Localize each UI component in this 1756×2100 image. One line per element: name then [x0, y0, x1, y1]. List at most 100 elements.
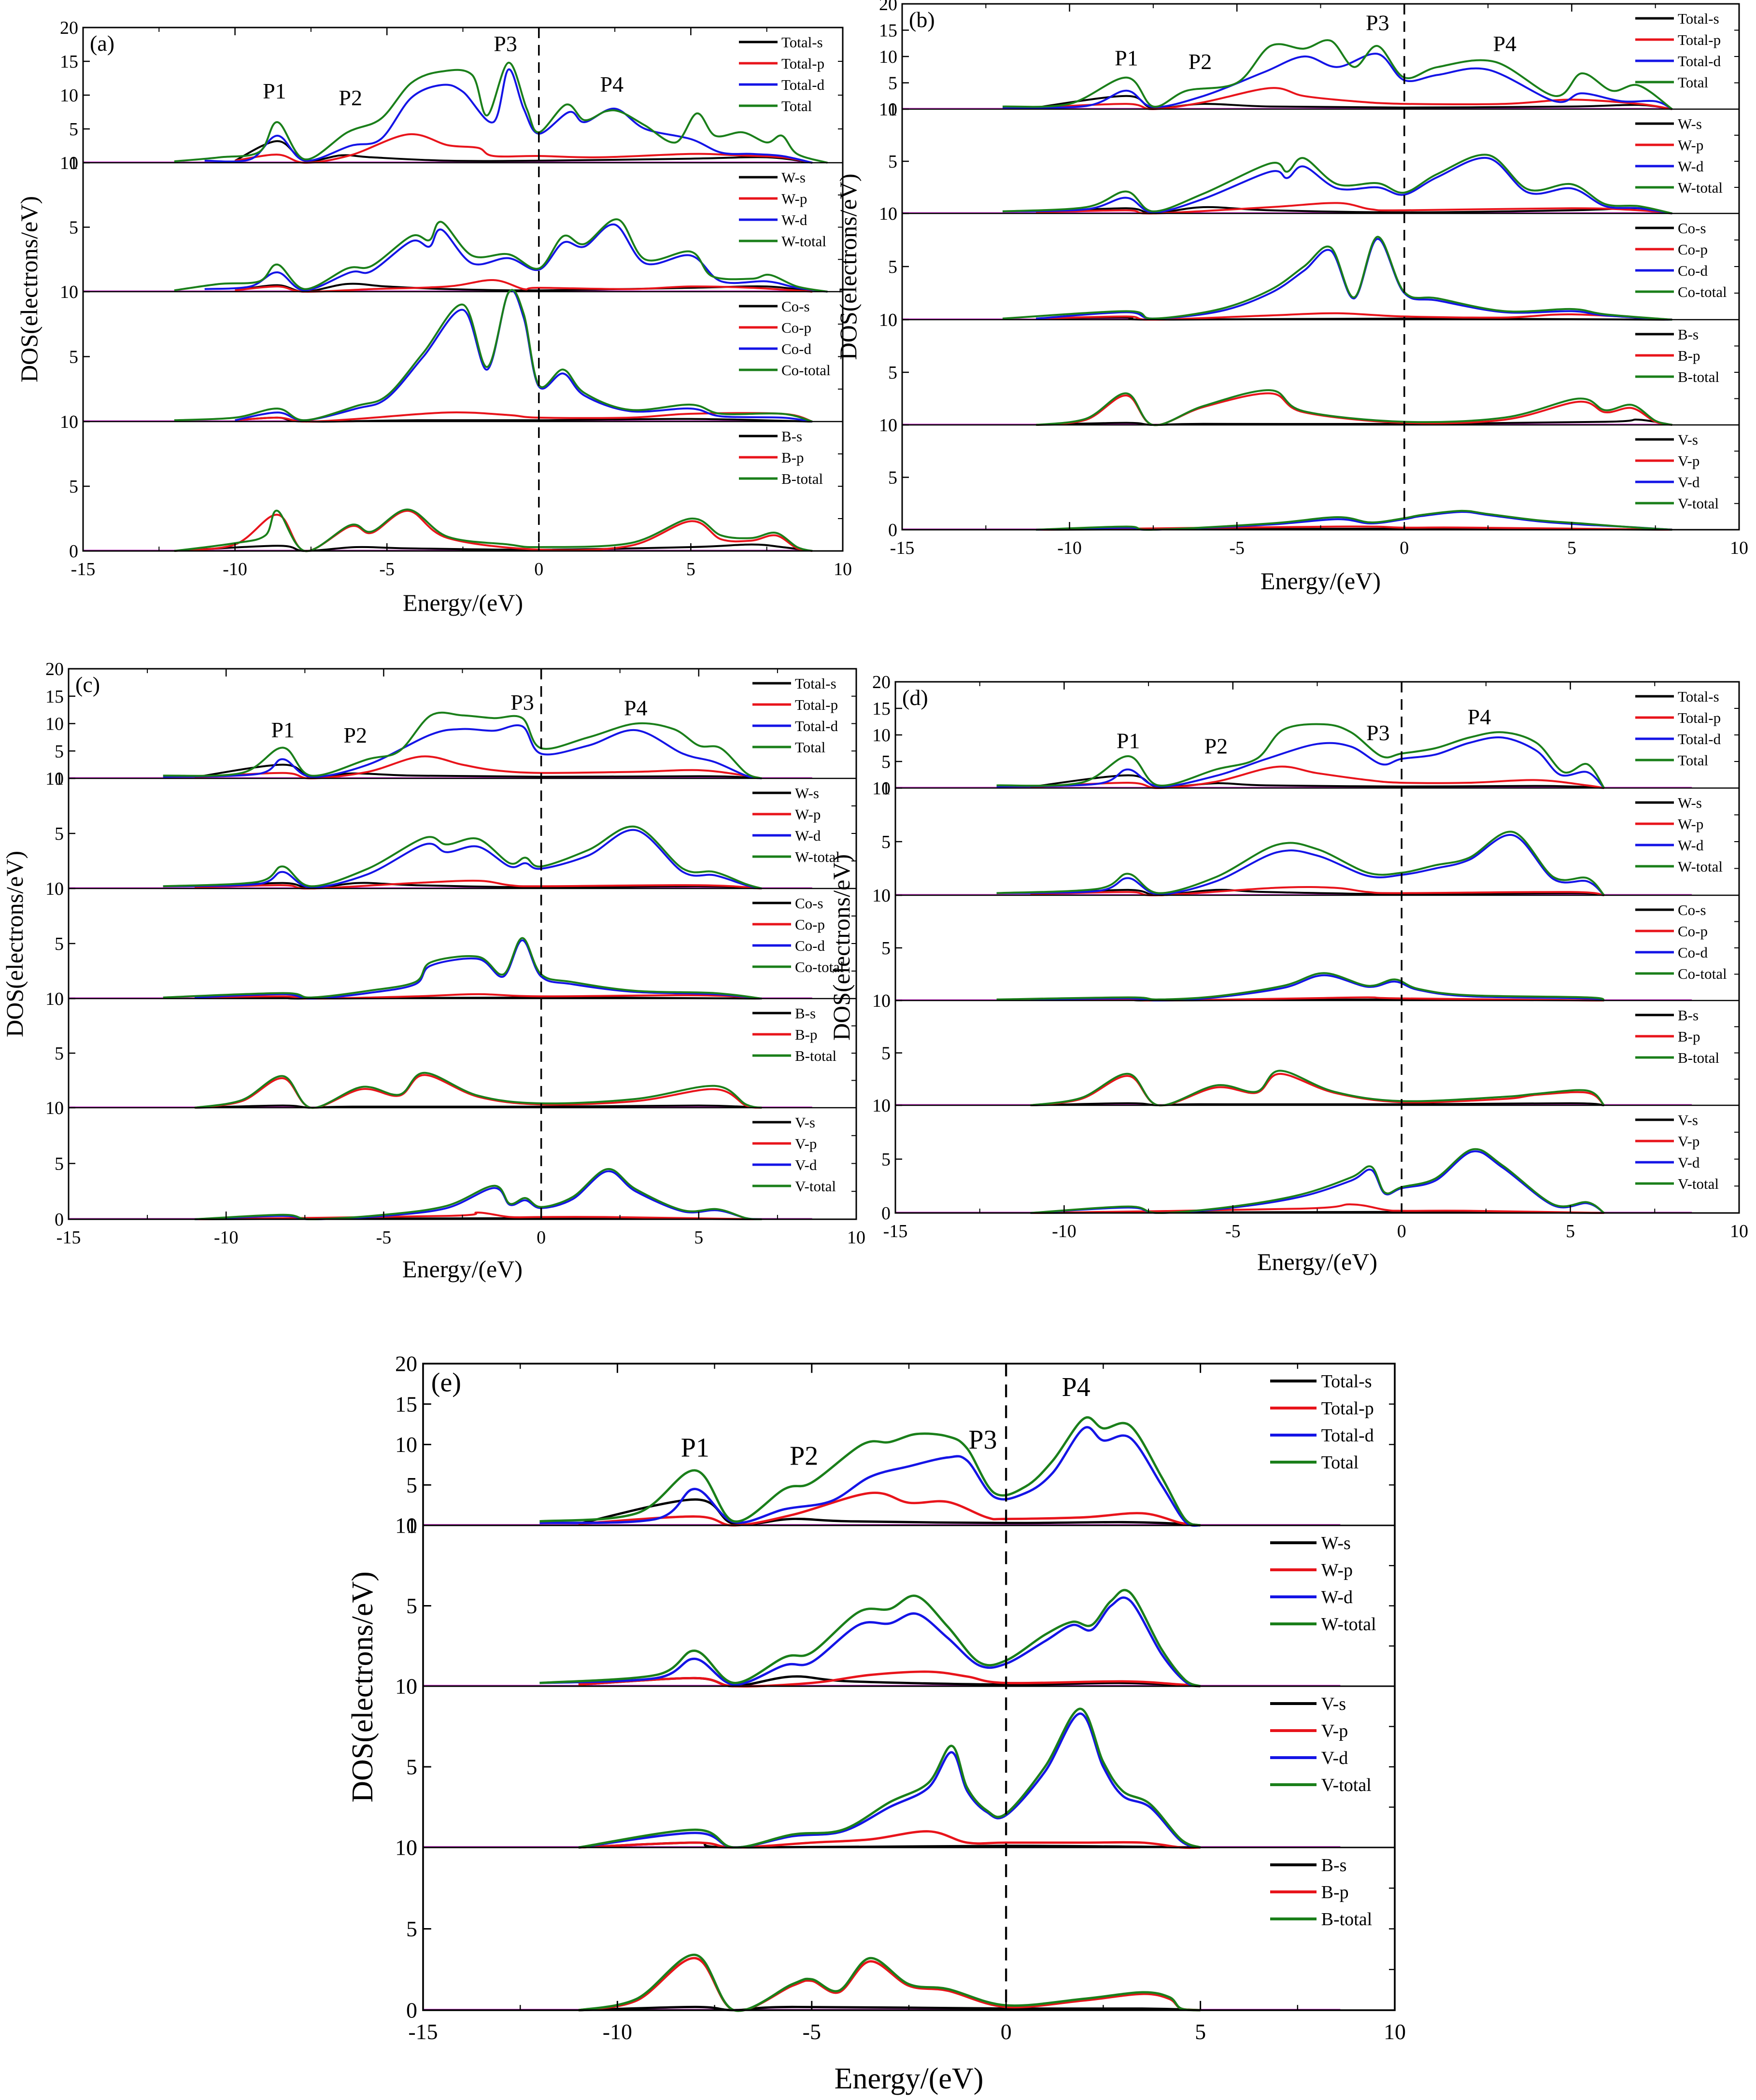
series-line-s — [578, 1498, 1201, 1527]
y-tick-label: 10 — [60, 282, 78, 302]
legend-label: Co-s — [781, 298, 810, 315]
panel-4: 10 5 0 B-s B-p B-total — [60, 412, 843, 562]
y-tick-label: 5 — [55, 741, 64, 761]
legend-label: W-d — [781, 211, 807, 228]
y-tick-label: 0 — [888, 204, 897, 224]
legend-label: Total — [781, 98, 812, 114]
legend-label: V-p — [1321, 1721, 1348, 1741]
x-tick-label: -10 — [214, 1227, 239, 1248]
legend-label: V-s — [1678, 1112, 1698, 1128]
legend-label: W-p — [1678, 816, 1703, 832]
peak-label-p2: P2 — [790, 1441, 818, 1471]
legend-label: Co-total — [781, 362, 831, 379]
y-tick-label: 15 — [879, 21, 897, 41]
y-tick-label: 5 — [406, 1593, 417, 1618]
y-axis-title: DOS(electrons/eV) — [835, 174, 862, 360]
series-line-p — [1030, 765, 1604, 789]
y-tick-label: 10 — [45, 769, 64, 789]
y-tick-label: 5 — [881, 752, 891, 772]
x-tick-label: -5 — [803, 2019, 821, 2044]
series-line-total — [539, 1416, 1201, 1527]
series-line-p — [1030, 996, 1604, 1002]
plot-frame — [68, 668, 857, 1220]
series-line-total — [1002, 154, 1672, 214]
y-tick-label: 20 — [872, 672, 891, 692]
legend-label: B-p — [1321, 1882, 1349, 1903]
series-line-p — [578, 1830, 1201, 1849]
y-tick-label: 5 — [881, 1043, 891, 1064]
y-axis-title: DOS(electrons/eV) — [828, 854, 855, 1041]
series-line-total — [163, 937, 762, 1000]
legend-label: W-total — [1678, 858, 1723, 875]
legend-label: V-p — [1678, 452, 1699, 469]
legend-label: W-d — [1678, 837, 1704, 854]
series-line-d — [1030, 1150, 1605, 1214]
series-line-total — [1036, 389, 1672, 426]
peak-label-p4: P4 — [600, 72, 624, 97]
y-tick-label: 5 — [888, 257, 897, 277]
y-tick-label: 1 — [406, 1513, 417, 1538]
y-tick-label: 0 — [881, 991, 891, 1011]
series-line-p — [578, 1670, 1201, 1688]
x-tick-label: -5 — [379, 559, 395, 579]
series-line-total — [1002, 39, 1673, 110]
peak-label-p3: P3 — [494, 31, 517, 56]
legend-label: V-s — [1321, 1694, 1346, 1714]
legend-label: B-total — [1678, 368, 1719, 385]
y-tick-label: 0 — [55, 1210, 64, 1230]
y-tick-label: 0 — [888, 310, 897, 330]
legend-label: Total — [1321, 1452, 1359, 1473]
legend-label: B-total — [1678, 1049, 1719, 1066]
series-line-total — [1030, 1070, 1605, 1107]
y-tick-label: 5 — [888, 468, 897, 488]
x-tick-label: 5 — [1195, 2019, 1206, 2044]
series-line-d — [539, 1426, 1201, 1527]
y-tick-label: 0 — [888, 415, 897, 436]
y-tick-label: 0 — [55, 1098, 64, 1118]
series-line-d — [539, 1596, 1201, 1688]
peak-label-p2: P2 — [1189, 49, 1212, 74]
legend-label: B-p — [795, 1026, 818, 1043]
legend-label: W-total — [781, 233, 826, 250]
x-tick-label: 10 — [1384, 2019, 1406, 2044]
y-axis-title: DOS(electrons/eV) — [346, 1571, 379, 1803]
legend-label: Co-total — [1678, 283, 1727, 300]
y-tick-label: 10 — [395, 1835, 417, 1860]
y-tick-label: 0 — [55, 879, 64, 899]
peak-label-p3: P3 — [510, 690, 534, 715]
y-tick-label: 0 — [69, 412, 78, 432]
legend-label: W-d — [1321, 1587, 1353, 1607]
y-tick-label: 10 — [879, 204, 897, 224]
legend-label: B-s — [795, 1005, 816, 1022]
panel-letter-label: (c) — [75, 672, 100, 697]
legend-label: B-total — [1321, 1909, 1373, 1930]
dos-figure-b: 20 15 10 5 1 Total-s Total-p Total-d Total 10 5 0 W-… — [835, 0, 1748, 594]
x-tick-label: -5 — [1225, 1221, 1241, 1241]
series-line-total — [996, 972, 1605, 1001]
peak-label-p1: P1 — [263, 79, 286, 103]
legend-label: Total-p — [1678, 31, 1721, 48]
legend-label: W-s — [1678, 115, 1702, 132]
y-tick-label: 5 — [888, 363, 897, 383]
legend-label: Total — [1678, 74, 1708, 91]
y-tick-label: 5 — [888, 152, 897, 172]
legend-label: V-d — [1678, 474, 1700, 491]
panel-3: 10 5 0 V-s V-p V-d V-total — [395, 1674, 1395, 1860]
peak-label-p1: P1 — [271, 718, 295, 742]
y-tick-label: 5 — [55, 934, 64, 954]
series-line-s — [1030, 888, 1604, 896]
y-tick-label: 10 — [45, 714, 64, 734]
peak-label-p2: P2 — [339, 85, 362, 110]
y-tick-label: 1 — [69, 153, 78, 173]
legend-label: Total-d — [1678, 53, 1721, 70]
legend-label: Co-total — [795, 958, 844, 975]
x-axis-title: Energy/(eV) — [403, 589, 523, 616]
legend-label: V-d — [1678, 1154, 1700, 1171]
x-tick-label: 5 — [694, 1227, 703, 1248]
y-tick-label: 0 — [888, 520, 897, 540]
x-axis-title: Energy/(eV) — [1260, 567, 1381, 594]
panel-4: 10 5 0 B-s B-p B-total — [879, 310, 1739, 436]
series-line-p — [1036, 87, 1672, 111]
legend-label: Total-d — [781, 76, 825, 93]
